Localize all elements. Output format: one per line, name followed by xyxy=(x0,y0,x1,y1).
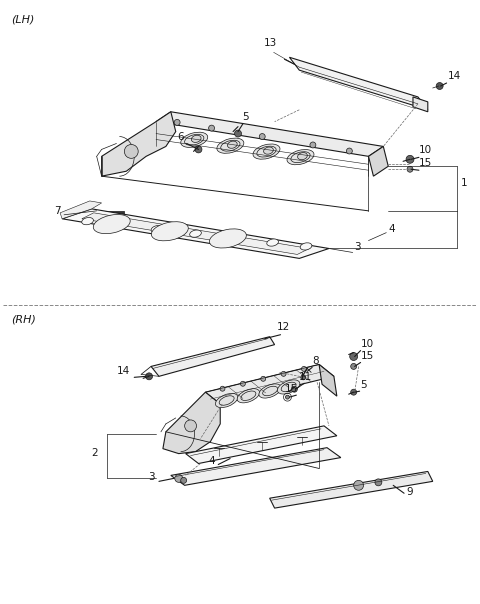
Circle shape xyxy=(310,142,316,148)
Text: 8: 8 xyxy=(312,356,319,367)
Circle shape xyxy=(351,389,357,395)
Circle shape xyxy=(286,395,289,399)
Circle shape xyxy=(407,166,413,172)
Text: (RH): (RH) xyxy=(11,315,36,325)
Circle shape xyxy=(281,371,286,376)
Polygon shape xyxy=(369,146,388,176)
Polygon shape xyxy=(60,201,102,219)
Polygon shape xyxy=(319,364,337,396)
Ellipse shape xyxy=(82,217,94,225)
Circle shape xyxy=(174,120,180,126)
Text: 4: 4 xyxy=(208,455,215,466)
Circle shape xyxy=(301,375,306,380)
Ellipse shape xyxy=(287,150,314,165)
Circle shape xyxy=(291,386,297,392)
Circle shape xyxy=(220,386,225,391)
Text: 6: 6 xyxy=(178,132,184,141)
Polygon shape xyxy=(156,112,384,156)
Circle shape xyxy=(259,133,265,140)
Ellipse shape xyxy=(267,239,278,246)
Text: (LH): (LH) xyxy=(11,14,34,25)
Text: 4: 4 xyxy=(388,223,395,234)
Text: 2: 2 xyxy=(92,448,98,458)
Ellipse shape xyxy=(300,243,312,250)
Text: 9: 9 xyxy=(406,487,413,497)
Ellipse shape xyxy=(237,388,260,403)
Text: 15: 15 xyxy=(419,158,432,169)
Text: 5: 5 xyxy=(242,112,249,121)
Ellipse shape xyxy=(216,393,238,408)
Polygon shape xyxy=(151,336,275,376)
Ellipse shape xyxy=(113,221,124,228)
Ellipse shape xyxy=(253,144,280,159)
Circle shape xyxy=(185,420,196,432)
Ellipse shape xyxy=(277,380,300,394)
Text: 14: 14 xyxy=(117,367,130,376)
Text: 15: 15 xyxy=(360,352,374,361)
Circle shape xyxy=(436,83,443,89)
Polygon shape xyxy=(102,112,176,176)
Circle shape xyxy=(350,353,358,361)
Circle shape xyxy=(175,474,183,483)
Circle shape xyxy=(180,477,187,483)
Polygon shape xyxy=(413,97,428,112)
Ellipse shape xyxy=(264,147,273,154)
Circle shape xyxy=(301,367,306,371)
Text: 11: 11 xyxy=(300,372,312,382)
Polygon shape xyxy=(186,426,337,463)
Circle shape xyxy=(347,148,352,154)
Text: 1: 1 xyxy=(460,178,467,188)
Circle shape xyxy=(240,381,245,386)
Circle shape xyxy=(406,155,414,163)
Circle shape xyxy=(354,480,363,490)
Polygon shape xyxy=(171,448,341,486)
Ellipse shape xyxy=(228,234,240,242)
Ellipse shape xyxy=(151,225,163,233)
Polygon shape xyxy=(62,209,329,259)
Text: 13: 13 xyxy=(264,39,277,48)
Text: 15: 15 xyxy=(285,384,298,394)
Circle shape xyxy=(235,130,241,137)
Ellipse shape xyxy=(192,135,201,143)
Polygon shape xyxy=(82,213,309,254)
Circle shape xyxy=(124,144,138,158)
Polygon shape xyxy=(205,364,334,404)
Circle shape xyxy=(209,125,215,131)
Text: 10: 10 xyxy=(419,146,432,155)
Ellipse shape xyxy=(259,384,281,398)
Polygon shape xyxy=(289,57,428,110)
Ellipse shape xyxy=(151,222,188,241)
Circle shape xyxy=(375,479,382,486)
Text: 14: 14 xyxy=(447,71,461,81)
Circle shape xyxy=(351,364,357,370)
Ellipse shape xyxy=(217,138,244,153)
Ellipse shape xyxy=(181,132,208,147)
Text: 7: 7 xyxy=(54,206,61,216)
Ellipse shape xyxy=(93,214,130,234)
Bar xyxy=(96,211,124,223)
Text: 5: 5 xyxy=(360,381,367,390)
Ellipse shape xyxy=(209,229,246,248)
Polygon shape xyxy=(163,392,220,454)
Text: 3: 3 xyxy=(354,242,360,252)
Circle shape xyxy=(195,146,202,153)
Circle shape xyxy=(145,373,153,380)
Circle shape xyxy=(261,376,266,381)
Ellipse shape xyxy=(228,141,237,149)
Text: 12: 12 xyxy=(276,322,290,332)
Text: 10: 10 xyxy=(360,339,374,349)
Polygon shape xyxy=(270,472,433,508)
Ellipse shape xyxy=(298,153,307,159)
Ellipse shape xyxy=(190,230,202,237)
Text: 3: 3 xyxy=(148,472,155,483)
